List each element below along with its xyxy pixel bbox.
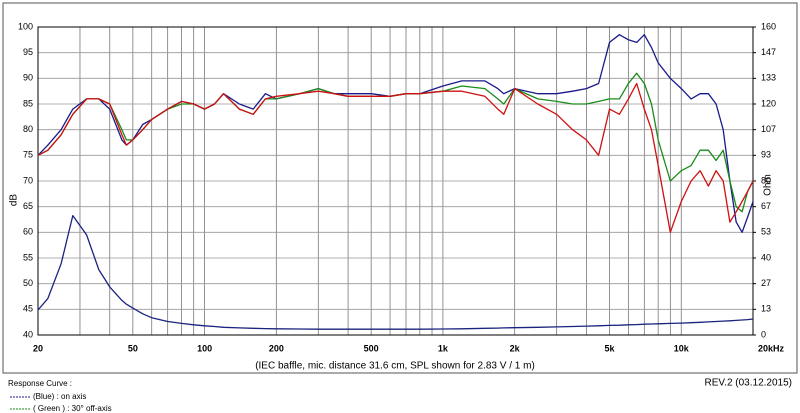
y-tick-label: 70 [23, 175, 33, 185]
y2-tick-label: 133 [761, 73, 776, 83]
y2-tick-label: 27 [761, 278, 771, 288]
x-tick-label: 20 [33, 343, 43, 353]
y2-tick-label: 107 [761, 124, 776, 134]
y2-tick-label: 120 [761, 98, 776, 108]
y-tick-label: 85 [23, 98, 33, 108]
legend-title: Response Curve : [8, 379, 72, 388]
y-tick-label: 75 [23, 150, 33, 160]
y-tick-label: 65 [23, 201, 33, 211]
x-tick-label: 5k [605, 343, 616, 353]
y2-axis-label: Ohm [763, 174, 774, 196]
response-line [37, 34, 754, 233]
y2-tick-label: 0 [761, 329, 766, 339]
x-tick-label: 10k [674, 343, 690, 353]
legend-label: (Blue) : on axis [33, 392, 86, 401]
y-tick-label: 60 [23, 227, 33, 237]
x-axis-label: (IEC baffle, mic. distance 31.6 cm, SPL … [255, 361, 535, 372]
y-tick-label: 40 [23, 329, 33, 339]
y2-tick-label: 147 [761, 47, 776, 57]
y-tick-label: 55 [23, 252, 33, 262]
legend-label: ( Green ) : 30° off-axis [33, 404, 112, 413]
y2-tick-label: 40 [761, 252, 771, 262]
y2-tick-label: 53 [761, 227, 771, 237]
y-tick-label: 95 [23, 47, 33, 57]
x-tick-label: 500 [364, 343, 379, 353]
revision-note: REV.2 (03.12.2015) [705, 378, 792, 389]
frame [2, 2, 798, 374]
y2-tick-label: 93 [761, 150, 771, 160]
y-tick-label: 50 [23, 278, 33, 288]
y2-tick-label: 80 [761, 175, 771, 185]
response-line [37, 82, 754, 233]
x-tick-label: 50 [128, 343, 138, 353]
x-tick-label: 1k [438, 343, 449, 353]
x-tick-label: 200 [269, 343, 284, 353]
y2-tick-label: 67 [761, 201, 771, 211]
y-tick-label: 45 [23, 304, 33, 314]
y2-tick-label: 160 [761, 21, 776, 31]
y2-tick-label: 13 [761, 304, 771, 314]
y-axis-label: dB [9, 194, 20, 207]
y-tick-label: 100 [18, 21, 33, 31]
x-tick-label: 100 [197, 343, 212, 353]
x-tick-label: 2k [510, 343, 521, 353]
y-tick-label: 90 [23, 73, 33, 83]
impedance-line [37, 214, 754, 330]
y-tick-label: 80 [23, 124, 33, 134]
x-tick-label: 20kHz [758, 343, 785, 353]
